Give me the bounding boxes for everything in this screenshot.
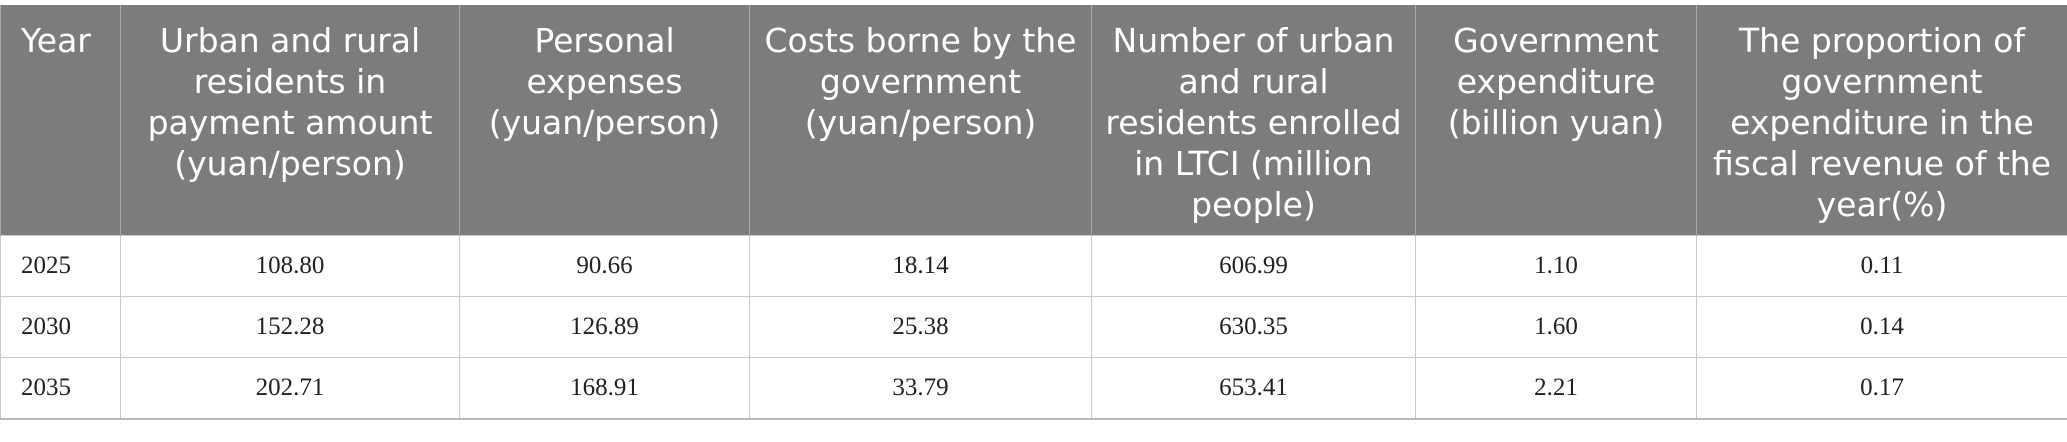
header-payment-amount: Urban and rural residents in payment amo…: [120, 5, 460, 236]
table-row: 2025 108.80 90.66 18.14 606.99 1.10 0.11: [0, 235, 2067, 297]
cell-expenditure-proportion: 0.14: [1696, 296, 2067, 358]
data-table-container: Year Urban and rural residents in paymen…: [0, 5, 2067, 420]
cell-year: 2030: [0, 296, 121, 358]
cell-year: 2035: [0, 357, 121, 420]
cell-expenditure-proportion: 0.17: [1696, 357, 2067, 420]
cell-expenditure-proportion: 0.11: [1696, 235, 2067, 297]
cell-government-expenditure: 1.60: [1415, 296, 1697, 358]
header-year: Year: [0, 5, 121, 236]
cell-enrolled-residents: 606.99: [1091, 235, 1416, 297]
cell-personal-expenses: 168.91: [459, 357, 750, 420]
ltci-projection-table: Year Urban and rural residents in paymen…: [0, 5, 2067, 420]
cell-government-costs: 33.79: [749, 357, 1092, 420]
cell-payment-amount: 152.28: [120, 296, 460, 358]
cell-government-costs: 18.14: [749, 235, 1092, 297]
cell-payment-amount: 108.80: [120, 235, 460, 297]
table-body: 2025 108.80 90.66 18.14 606.99 1.10 0.11…: [0, 235, 2067, 420]
header-government-expenditure: Government expenditure (billion yuan): [1415, 5, 1697, 236]
header-expenditure-proportion: The proportion of government expenditure…: [1696, 5, 2067, 236]
header-enrolled-residents: Number of urban and rural residents enro…: [1091, 5, 1416, 236]
header-personal-expenses: Personal expenses (yuan/person): [459, 5, 750, 236]
table-row: 2030 152.28 126.89 25.38 630.35 1.60 0.1…: [0, 296, 2067, 358]
cell-year: 2025: [0, 235, 121, 297]
table-header: Year Urban and rural residents in paymen…: [0, 5, 2067, 236]
header-row: Year Urban and rural residents in paymen…: [0, 5, 2067, 236]
cell-government-costs: 25.38: [749, 296, 1092, 358]
cell-personal-expenses: 126.89: [459, 296, 750, 358]
cell-enrolled-residents: 653.41: [1091, 357, 1416, 420]
cell-government-expenditure: 2.21: [1415, 357, 1697, 420]
cell-payment-amount: 202.71: [120, 357, 460, 420]
cell-enrolled-residents: 630.35: [1091, 296, 1416, 358]
cell-personal-expenses: 90.66: [459, 235, 750, 297]
table-row: 2035 202.71 168.91 33.79 653.41 2.21 0.1…: [0, 357, 2067, 420]
header-government-costs: Costs borne by the government (yuan/pers…: [749, 5, 1092, 236]
cell-government-expenditure: 1.10: [1415, 235, 1697, 297]
